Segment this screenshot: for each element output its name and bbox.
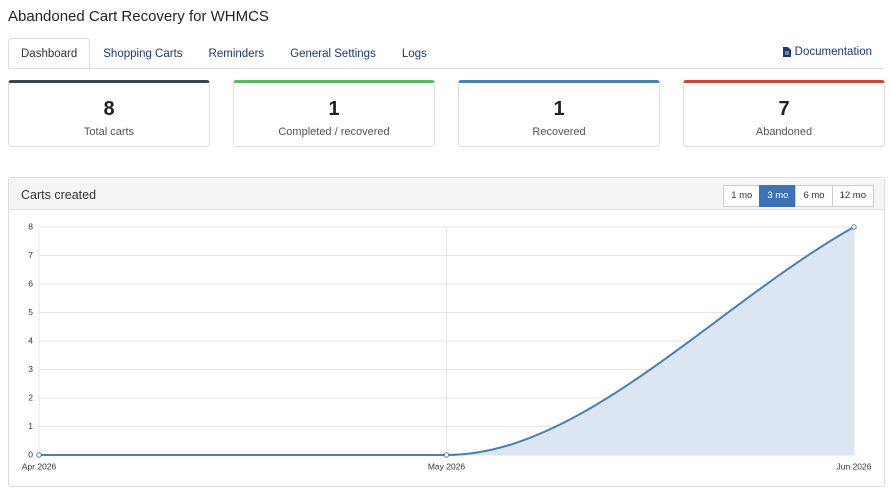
stat-card: 8 Total carts — [8, 80, 210, 147]
tab[interactable]: Dashboard — [8, 38, 91, 69]
range-button[interactable]: 12 mo — [831, 185, 874, 207]
y-tick-label: 6 — [28, 278, 33, 288]
stat-value: 1 — [553, 98, 565, 120]
stat-card: 1 Completed / recovered — [233, 80, 435, 147]
y-tick-label: 8 — [28, 221, 33, 231]
stat-label: Abandoned — [755, 126, 813, 138]
x-tick-label: Jun 2026 — [837, 461, 872, 471]
range-button[interactable]: 3 mo — [759, 185, 797, 207]
x-tick-label: Apr 2026 — [22, 461, 57, 471]
doc-icon — [782, 47, 791, 57]
y-tick-label: 2 — [28, 392, 33, 402]
point — [443, 452, 450, 458]
stat-value: 7 — [778, 98, 790, 120]
chart: 0 1 2 3 4 5 6 7 8 Apr 2026 May 2026 Jun 2026 — [22, 221, 872, 471]
point — [851, 224, 857, 230]
stat-card: 1 Recovered — [458, 80, 660, 147]
panel-title: Carts created — [21, 188, 97, 202]
stat-label: Recovered — [532, 126, 586, 138]
documentation-text: Documentation — [794, 46, 872, 58]
tab[interactable]: Logs — [401, 48, 427, 60]
tab[interactable]: Reminders — [208, 48, 265, 60]
stat-label: Total carts — [83, 126, 135, 138]
range-buttons: 1 mo 3 mo 6 mo 12 mo — [723, 185, 874, 207]
y-tick-label: 4 — [28, 335, 33, 345]
tab[interactable]: Shopping Carts — [103, 48, 183, 60]
documentation-link[interactable]: Documentation — [782, 46, 872, 58]
y-tick-label: 3 — [28, 364, 33, 374]
chart-panel: Carts created 1 mo 3 mo 6 mo 12 mo 0 1 2 3 4 5 6 7… — [8, 177, 885, 487]
range-button[interactable]: 6 mo — [795, 185, 833, 207]
y-tick-label: 1 — [28, 421, 33, 431]
stat-card: 7 Abandoned — [683, 80, 885, 147]
range-button[interactable]: 1 mo — [723, 185, 761, 207]
tab-divider — [8, 68, 884, 69]
panel-header: Carts created 1 mo 3 mo 6 mo 12 mo — [9, 178, 884, 210]
y-tick-label: 7 — [28, 250, 33, 260]
tab[interactable]: General Settings — [290, 48, 376, 60]
point — [36, 452, 42, 458]
tab-bar: Dashboard Shopping Carts Reminders General … — [8, 38, 440, 69]
x-tick-label: May 2026 — [428, 461, 466, 471]
stat-value: 8 — [103, 98, 115, 120]
y-tick-label: 5 — [28, 307, 33, 317]
area — [39, 227, 854, 455]
page-title: Abandoned Cart Recovery for WHMCS — [8, 8, 269, 25]
stat-value: 1 — [328, 98, 340, 120]
y-tick-label: 0 — [28, 449, 33, 459]
stat-label: Completed / recovered — [278, 126, 390, 138]
